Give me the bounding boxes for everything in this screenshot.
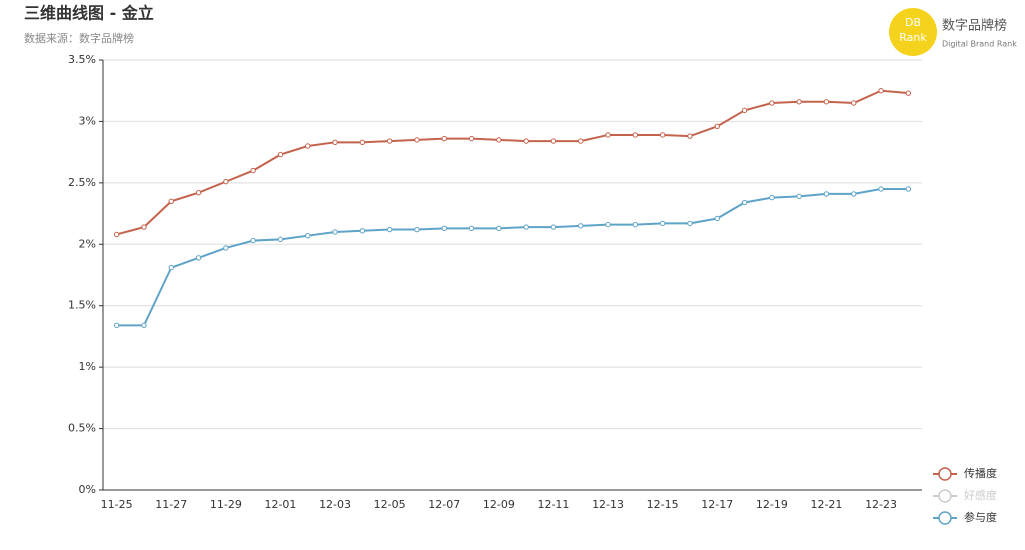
point-marker	[359, 228, 366, 234]
point-marker	[277, 151, 284, 158]
point-marker	[168, 198, 174, 204]
x-tick-label: 12-17	[701, 498, 733, 511]
y-tick-label: 2%	[79, 237, 96, 250]
x-tick-label: 12-11	[537, 498, 569, 511]
point-marker	[878, 88, 884, 94]
point-marker	[414, 226, 420, 233]
y-tick-label: 3%	[79, 114, 96, 127]
point-marker	[632, 221, 639, 228]
point-marker	[741, 199, 748, 206]
point-marker	[687, 220, 693, 227]
point-marker	[386, 138, 393, 144]
point-marker	[851, 100, 857, 106]
series-line	[116, 89, 909, 236]
point-marker	[796, 99, 802, 105]
x-tick-label: 12-05	[374, 498, 406, 511]
x-tick-label: 12-03	[319, 498, 351, 511]
legend-marker	[938, 511, 952, 525]
point-marker	[359, 139, 366, 146]
legend-label: 参与度	[964, 510, 997, 524]
point-marker	[796, 193, 802, 200]
point-marker	[851, 191, 857, 197]
point-marker	[687, 133, 693, 139]
x-tick-label: 11-25	[101, 498, 133, 511]
point-marker	[332, 139, 338, 146]
point-marker	[823, 99, 830, 105]
x-tick-label: 12-01	[264, 498, 296, 511]
chart-title: 三维曲线图 - 金立	[24, 4, 154, 23]
point-marker	[113, 231, 120, 238]
x-tick-label: 12-07	[428, 498, 460, 511]
logo-name: 数字品牌榜	[942, 18, 1007, 34]
point-marker	[550, 224, 557, 230]
point-marker	[168, 264, 174, 271]
point-marker	[496, 137, 502, 143]
x-tick-label: 11-27	[155, 498, 187, 511]
x-tick-label: 12-15	[647, 498, 679, 511]
y-tick-label: 1.5%	[68, 299, 96, 312]
point-marker	[741, 107, 748, 114]
point-marker	[769, 194, 775, 201]
point-marker	[550, 138, 557, 144]
y-tick-label: 2.5%	[68, 176, 96, 189]
point-marker	[223, 245, 229, 251]
point-marker	[441, 135, 447, 142]
point-marker	[305, 232, 311, 239]
logo-badge	[889, 8, 937, 56]
legend-marker	[938, 489, 952, 503]
point-marker	[468, 225, 475, 232]
y-tick-label: 0.5%	[68, 422, 96, 435]
chart-subtitle: 数据来源：数字品牌榜	[24, 31, 134, 45]
legend-label: 好感度	[964, 488, 997, 502]
point-marker	[714, 215, 720, 222]
point-marker	[523, 224, 529, 230]
logo-badge-bottom: Rank	[899, 31, 927, 44]
point-marker	[823, 191, 830, 197]
point-marker	[659, 220, 666, 227]
point-marker	[332, 229, 338, 235]
series-line	[116, 188, 909, 327]
point-marker	[305, 143, 311, 149]
point-marker	[141, 322, 147, 329]
point-marker	[386, 226, 393, 233]
legend-label: 传播度	[964, 466, 997, 480]
point-marker	[659, 132, 666, 138]
point-marker	[905, 186, 912, 192]
x-tick-label: 12-23	[865, 498, 897, 511]
point-marker	[250, 167, 256, 174]
x-tick-label: 12-19	[756, 498, 788, 511]
point-marker	[632, 132, 639, 138]
legend-marker	[938, 467, 952, 481]
x-tick-label: 11-29	[210, 498, 242, 511]
point-marker	[441, 225, 447, 232]
y-tick-label: 3.5%	[68, 53, 96, 66]
x-tick-label: 12-13	[592, 498, 624, 511]
logo-tagline: Digital Brand Rank	[942, 40, 1017, 49]
point-marker	[878, 186, 884, 192]
point-marker	[714, 123, 720, 130]
point-marker	[523, 138, 529, 144]
x-tick-label: 12-21	[810, 498, 842, 511]
point-marker	[605, 221, 611, 228]
point-marker	[250, 237, 256, 244]
point-marker	[905, 90, 912, 96]
point-marker	[223, 178, 229, 185]
x-tick-label: 12-09	[483, 498, 515, 511]
point-marker	[605, 132, 611, 138]
point-marker	[113, 322, 120, 329]
point-marker	[578, 138, 584, 144]
point-marker	[578, 223, 584, 229]
point-marker	[277, 236, 284, 243]
y-tick-label: 0%	[79, 483, 96, 496]
point-marker	[468, 135, 475, 142]
point-marker	[414, 137, 420, 143]
point-marker	[769, 100, 775, 106]
point-marker	[141, 224, 147, 230]
point-marker	[195, 255, 202, 261]
y-tick-label: 1%	[79, 360, 96, 373]
logo-badge-top: DB	[905, 16, 921, 29]
point-marker	[195, 189, 202, 196]
point-marker	[496, 225, 502, 232]
